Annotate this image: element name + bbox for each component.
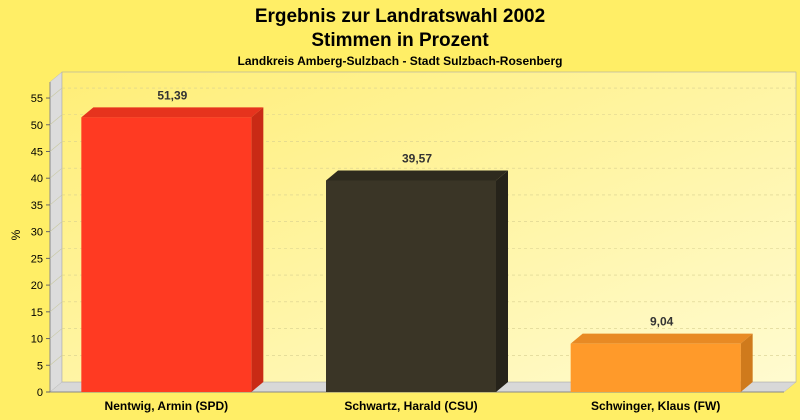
y-ticks: 0 5 10 15 20 25 30 35 40 45 50 55: [31, 93, 50, 399]
grid-line-diag: [49, 274, 63, 286]
bar-side: [251, 107, 264, 392]
chart-region: Landkreis Amberg-Sulzbach - Stadt Sulzba…: [238, 54, 563, 68]
bar-top: [326, 170, 508, 181]
grid-line-diag: [49, 141, 63, 152]
category-label: Nentwig, Armin (SPD): [105, 399, 229, 413]
bar-front: [570, 343, 741, 392]
y-tick-label: 55: [31, 93, 43, 105]
grid-line-diag: [49, 114, 63, 125]
bar: [570, 333, 753, 392]
chart-subtitle: Stimmen in Prozent: [311, 30, 489, 51]
y-tick-label: 45: [31, 146, 43, 158]
y-tick-label: 25: [31, 253, 43, 265]
chart-title: Ergebnis zur Landratswahl 2002: [255, 6, 545, 27]
bar-front: [81, 117, 252, 392]
category-labels: Nentwig, Armin (SPD) Schwartz, Harald (CS…: [105, 399, 721, 413]
y-tick-label: 5: [37, 360, 43, 372]
y-tick-label: 50: [31, 120, 43, 132]
category-label: Schwartz, Harald (CSU): [344, 399, 477, 413]
y-axis-label: %: [9, 229, 23, 240]
bar-side: [496, 170, 508, 392]
grid-line-diag: [49, 221, 63, 232]
y-tick-label: 30: [31, 227, 43, 239]
bar: [81, 107, 264, 392]
grid-line-diag: [49, 87, 63, 99]
bars: 51,39 39,57 9,04: [81, 88, 753, 392]
grid-line-diag: [49, 167, 63, 179]
y-tick-label: 20: [31, 280, 43, 292]
grid-line-diag: [49, 355, 63, 366]
data-label: 39,57: [402, 152, 432, 166]
y-tick-label: 40: [31, 173, 43, 185]
y-tick-label: 15: [31, 307, 43, 319]
bar: [326, 170, 508, 392]
data-label: 51,39: [157, 88, 187, 102]
bar-top: [570, 333, 753, 344]
grid-line-diag: [49, 328, 63, 339]
grid-line-diag: [49, 194, 63, 206]
y-tick-label: 35: [31, 200, 43, 212]
y-tick-label: 10: [31, 334, 43, 346]
category-label: Schwinger, Klaus (FW): [591, 399, 720, 413]
data-label: 9,04: [650, 315, 674, 329]
bar-top: [81, 107, 264, 118]
grid-line-diag: [49, 301, 63, 313]
grid-line-diag: [49, 248, 63, 259]
bar-front: [326, 180, 496, 392]
bar-side: [740, 333, 753, 392]
y-tick-label: 0: [37, 387, 43, 399]
